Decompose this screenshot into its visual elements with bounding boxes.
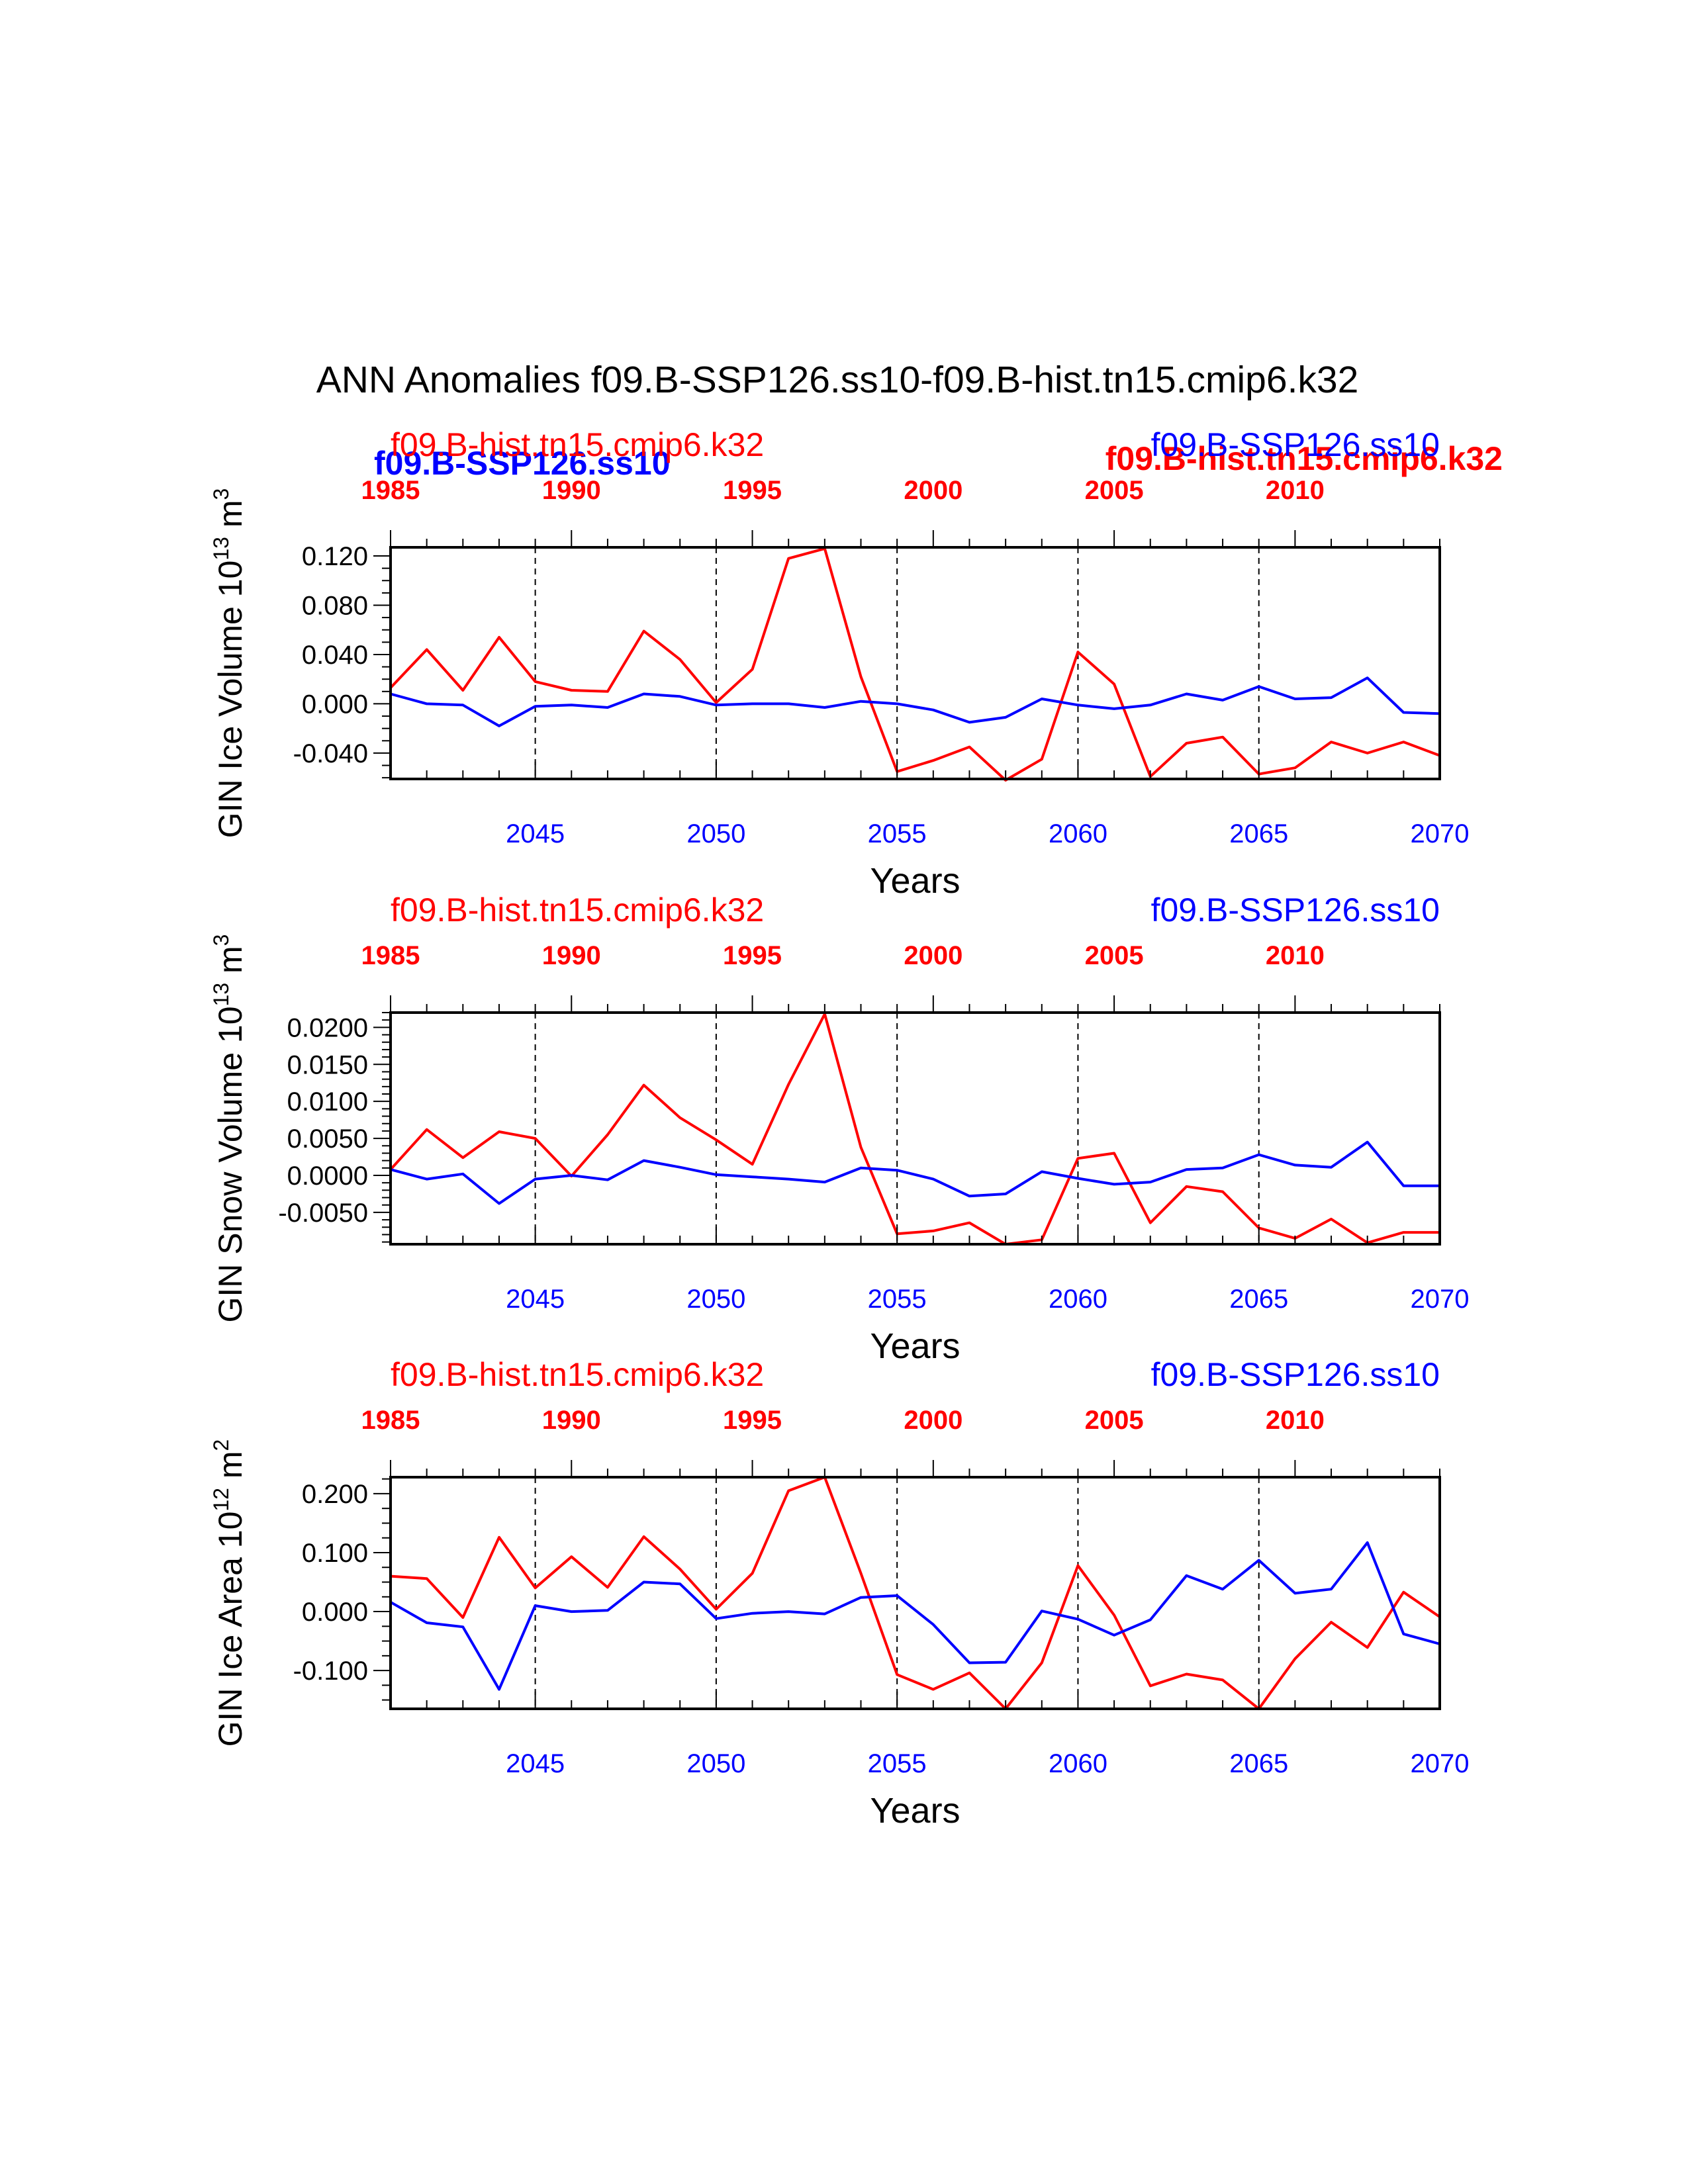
x-axis-title: Years [870, 861, 960, 901]
top-tick-label: 1995 [723, 941, 782, 970]
top-tick-label: 2010 [1266, 941, 1325, 970]
series-line-ssp [390, 1140, 1440, 1205]
y-tick-label: 0.0150 [287, 1050, 368, 1079]
series-line-hist [389, 1013, 1440, 1246]
y-tick-label: 0.100 [302, 1539, 368, 1568]
top-tick-label: 2005 [1085, 476, 1144, 505]
plot-frame [389, 1476, 1441, 1710]
x-tick-label: 2050 [686, 1749, 745, 1778]
plot-frame [389, 1011, 1441, 1246]
top-tick-label: 2005 [1085, 941, 1144, 970]
top-tick-label: 2010 [1266, 476, 1325, 505]
top-tick-label: 2010 [1266, 1406, 1325, 1435]
y-axis-title-ylabel-unit: m [212, 500, 249, 527]
top-tick-label: 1995 [723, 1406, 782, 1435]
top-tick-label: 1985 [361, 476, 420, 505]
y-tick-label: 0.0100 [287, 1087, 368, 1116]
overlap-label-right: f09.B-hist.tn15.cmip6.k32 [1105, 440, 1503, 477]
y-axis-title-ylabel-main: GIN Ice Volume 10 [212, 561, 249, 839]
x-tick-label: 2050 [686, 819, 745, 848]
y-axis-title-ylabel-exp: 13 [209, 983, 233, 1007]
y-tick-label: 0.0200 [287, 1013, 368, 1042]
top-tick-label: 2000 [904, 476, 962, 505]
y-axis-title-ylabel-unit: m [212, 946, 249, 974]
case-label-ssp: f09.B-SSP126.ss10 [1151, 426, 1440, 463]
top-tick-label: 2000 [904, 941, 962, 970]
x-tick-label: 2070 [1411, 819, 1470, 848]
y-tick-label: 0.120 [302, 542, 368, 571]
x-axis-title: Years [870, 1326, 960, 1366]
top-tick-label: 1985 [361, 941, 420, 970]
y-axis-title-ylabel-unit-exp: 2 [209, 1439, 233, 1451]
series-line-hist [389, 547, 1440, 782]
y-axis-title-ylabel-exp: 13 [209, 537, 233, 561]
y-axis-title-ylabel-unit: m [212, 1451, 249, 1479]
top-tick-label: 1990 [542, 941, 601, 970]
y-axis-title: GIN Ice Volume 1013 m3 [209, 488, 249, 839]
y-tick-label: 0.0000 [287, 1161, 368, 1191]
top-tick-label: 1985 [361, 1406, 420, 1435]
y-tick-label: -0.040 [293, 739, 368, 768]
x-tick-label: 2070 [1411, 1749, 1470, 1778]
y-axis-title-space [212, 527, 249, 537]
x-tick-label: 2055 [868, 1285, 927, 1314]
y-tick-label: 0.000 [302, 690, 368, 719]
case-label-ssp: f09.B-SSP126.ss10 [1151, 891, 1440, 929]
x-tick-label: 2065 [1229, 1749, 1288, 1778]
y-axis-title-ylabel-exp: 12 [209, 1488, 233, 1512]
x-tick-label: 2045 [506, 1749, 565, 1778]
case-label-hist: f09.B-hist.tn15.cmip6.k32 [391, 426, 764, 463]
top-tick-label: 1995 [723, 476, 782, 505]
series-line-ssp [390, 1541, 1440, 1691]
x-tick-label: 2060 [1049, 819, 1107, 848]
series-line-ssp [390, 676, 1440, 727]
x-tick-label: 2060 [1049, 1749, 1107, 1778]
overlap-label-left: f09.B-SSP126.ss10 [374, 445, 671, 482]
y-tick-label: 0.080 [302, 592, 368, 621]
case-label-hist: f09.B-hist.tn15.cmip6.k32 [391, 1356, 764, 1393]
top-tick-label: 2005 [1085, 1406, 1144, 1435]
x-axis-title: Years [870, 1791, 960, 1831]
chart-panel-2: 2045 2050 2055 2060 2065 2070 1985 1990 1995 2000… [209, 891, 1469, 1366]
y-tick-label: -0.100 [293, 1657, 368, 1686]
x-tick-label: 2055 [868, 819, 927, 848]
figure-title: ANN Anomalies f09.B-SSP126.ss10-f09.B-hi… [316, 359, 1359, 401]
chart-panel-1: 2045 2050 2055 2060 2065 2070 1985 1990 1995 2000… [209, 426, 1469, 901]
y-tick-label: 0.040 [302, 641, 368, 670]
y-tick-label: -0.0050 [278, 1199, 368, 1228]
x-tick-label: 2055 [868, 1749, 927, 1778]
y-tick-label: 0.000 [302, 1598, 368, 1627]
y-tick-label: 0.0050 [287, 1124, 368, 1154]
x-tick-label: 2065 [1229, 819, 1288, 848]
case-label-hist: f09.B-hist.tn15.cmip6.k32 [391, 891, 764, 929]
x-tick-label: 2065 [1229, 1285, 1288, 1314]
top-tick-label: 2000 [904, 1406, 962, 1435]
y-axis-title-ylabel-main: GIN Snow Volume 10 [212, 1006, 249, 1322]
y-axis-title-ylabel-unit-exp: 3 [209, 488, 233, 500]
y-axis-title-ylabel-unit-exp: 3 [209, 934, 233, 946]
top-tick-label: 1990 [542, 1406, 601, 1435]
y-axis-title-space [212, 1479, 249, 1488]
y-axis-title-ylabel-main: GIN Ice Area 10 [212, 1512, 249, 1747]
x-tick-label: 2060 [1049, 1285, 1107, 1314]
x-tick-label: 2045 [506, 1285, 565, 1314]
x-tick-label: 2050 [686, 1285, 745, 1314]
x-tick-label: 2045 [506, 819, 565, 848]
case-label-ssp: f09.B-SSP126.ss10 [1151, 1356, 1440, 1393]
y-tick-label: 0.200 [302, 1480, 368, 1509]
y-axis-title-space [212, 974, 249, 983]
series-line-hist [390, 1476, 1441, 1710]
y-axis-title: GIN Snow Volume 1013 m3 [209, 934, 249, 1323]
x-tick-label: 2070 [1411, 1285, 1470, 1314]
plot-frame [389, 546, 1441, 780]
y-axis-title: GIN Ice Area 1012 m2 [209, 1439, 249, 1747]
panels: 2045 2050 2055 2060 2065 2070 1985 1990 1995 2000… [209, 426, 1469, 1831]
chart-panel-3: 2045 2050 2055 2060 2065 2070 1985 1990 1995 2000… [209, 1356, 1469, 1831]
top-tick-label: 1990 [542, 476, 601, 505]
